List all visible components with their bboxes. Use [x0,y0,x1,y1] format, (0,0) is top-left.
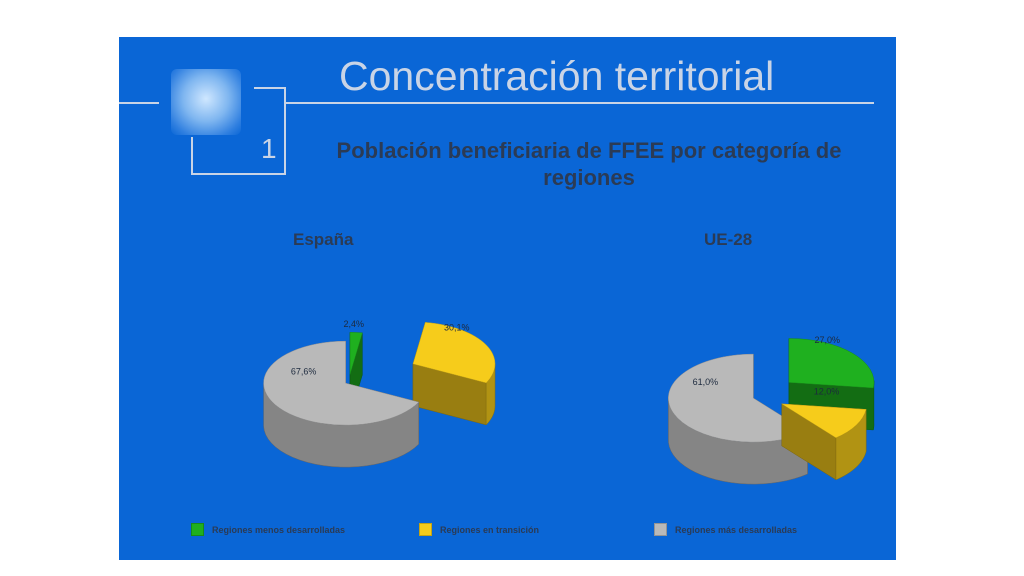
chart-subtitle: Población beneficiaria de FFEE por categ… [336,138,842,190]
divider-frame-top [254,87,286,89]
pie-slice [668,353,809,485]
data-label: 30,1% [444,322,470,332]
divider-frame-bottom [191,173,286,175]
legend-label: Regiones menos desarrolladas [212,524,346,535]
legend-item-menos: Regiones menos desarrolladas [191,523,345,536]
pie-slice [781,403,867,481]
pie-slice [412,322,496,426]
legend-label: Regiones más desarrolladas [675,524,798,535]
legend-swatch [419,523,432,536]
data-label: 67,6% [291,366,317,376]
pie-slice [263,340,420,468]
divider-frame-left [191,137,193,175]
data-label: 61,0% [693,377,719,387]
pie-chart-1: 27,0% 12,0% 61,0% [668,335,875,485]
legend-swatch [654,523,667,536]
legend-item-mas: Regiones más desarrolladas [654,523,797,536]
europe-map-icon [171,69,241,135]
slide: Concentración territorial 1 Población be… [119,37,896,560]
pie-chart-0: 2,4% 30,1% 67,6% [263,319,496,468]
page-title: Concentración territorial [339,53,775,99]
data-label: 12,0% [814,387,840,397]
data-label: 2,4% [343,319,364,329]
legend-swatch [191,523,204,536]
chart-title-ue28: UE-28 [704,230,753,249]
chart-title-espana: España [293,230,354,249]
divider-frame-right [284,87,286,175]
pie-charts: 2,4% 30,1% 67,6% 27,0% 12,0% 61,0% [263,319,875,485]
section-number: 1 [261,133,277,164]
title-underline [284,102,874,104]
divider-left [119,102,159,104]
legend-label: Regiones en transición [440,524,540,535]
legend-item-transicion: Regiones en transición [419,523,539,536]
data-label: 27,0% [814,335,840,345]
